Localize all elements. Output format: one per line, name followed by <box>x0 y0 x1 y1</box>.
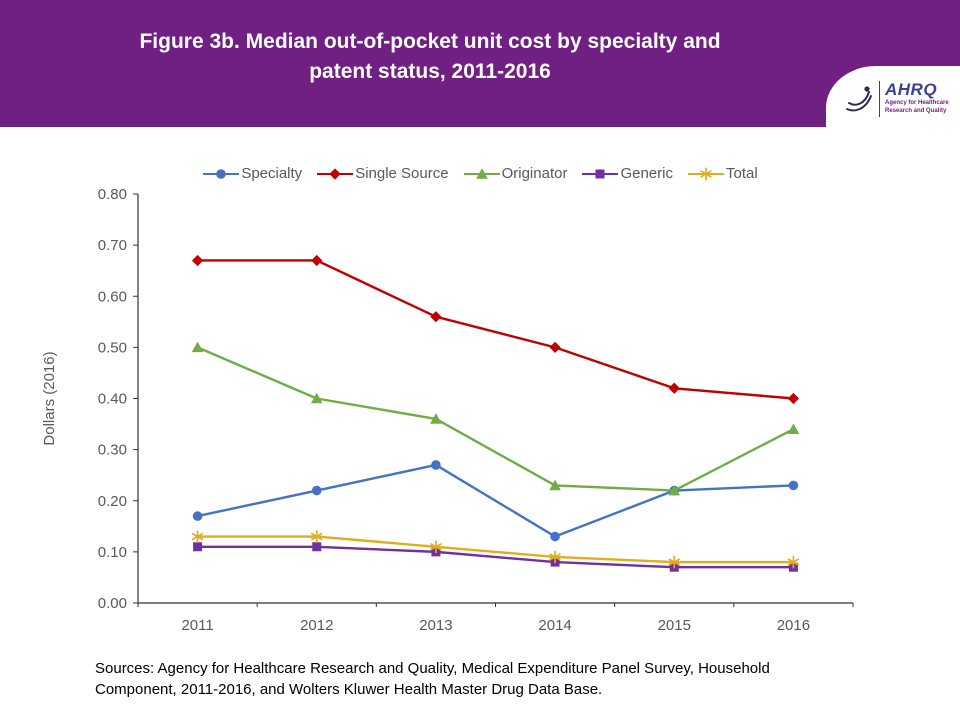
y-tick-label: 0.50 <box>98 339 127 356</box>
ahrq-logo-text: AHRQ Agency for Healthcare Research and … <box>885 81 949 116</box>
y-tick-label: 0.30 <box>98 442 127 459</box>
x-tick-label: 2016 <box>777 617 810 634</box>
x-axis: 2011 2012 2013 2014 2015 2016 <box>181 617 810 634</box>
legend-label: Total <box>725 165 758 182</box>
page-title-line1: Figure 3b. Median out-of-pocket unit cos… <box>139 30 721 53</box>
y-tick-label: 0.20 <box>98 493 127 510</box>
ahrq-logo: AHRQ Agency for Healthcare Research and … <box>826 66 960 127</box>
x-tick-label: 2011 <box>181 617 213 634</box>
legend-marker-square-icon <box>582 169 619 178</box>
chart: Specialty Single Source Originator Generic T… <box>0 165 960 652</box>
plot-area: 0.00 0.10 0.20 0.30 0.40 0.50 0.60 0.70 0.80 2011… <box>28 182 960 652</box>
ahrq-tagline-line2: Research and Quality <box>885 108 947 114</box>
series-single-source <box>191 254 800 405</box>
legend-label: Specialty <box>241 165 303 182</box>
legend-item-specialty: Specialty <box>202 165 302 182</box>
legend-item-single-source: Single Source <box>316 165 449 182</box>
series-originator <box>191 341 800 496</box>
legend-item-generic: Generic <box>581 165 673 182</box>
legend-marker-diamond-icon <box>317 167 354 180</box>
series-total <box>191 530 800 569</box>
legend-label: Originator <box>501 165 568 182</box>
y-tick-label: 0.40 <box>98 391 127 408</box>
line-chart-plot: 0.00 0.10 0.20 0.30 0.40 0.50 0.60 0.70 0.80 2011… <box>41 186 854 634</box>
logo-divider <box>879 80 880 117</box>
y-axis: 0.00 0.10 0.20 0.30 0.40 0.50 0.60 0.70 0.80 <box>98 186 138 612</box>
y-tick-label: 0.00 <box>98 595 127 612</box>
series-generic <box>193 542 798 572</box>
series-specialty <box>192 460 799 542</box>
legend-label: Generic <box>620 165 673 182</box>
x-tick-label: 2014 <box>538 617 571 634</box>
y-axis-title: Dollars (2016) <box>41 351 58 445</box>
x-tick-label: 2013 <box>419 617 452 634</box>
legend-label: Single Source <box>355 165 449 182</box>
y-tick-label: 0.70 <box>98 237 127 254</box>
ahrq-tagline: Agency for Healthcare Research and Quali… <box>885 100 949 116</box>
x-tick-label: 2012 <box>300 617 333 634</box>
hhs-eagle-icon <box>846 85 872 111</box>
source-note-line1: Sources: Agency for Healthcare Research … <box>95 660 770 677</box>
ahrq-tagline-line1: Agency for Healthcare <box>885 100 949 107</box>
source-note: Sources: Agency for Healthcare Research … <box>95 658 900 700</box>
legend-marker-circle-icon <box>203 168 240 179</box>
legend-item-total: Total <box>687 165 758 182</box>
chart-legend: Specialty Single Source Originator Generic T… <box>0 165 960 182</box>
y-tick-label: 0.60 <box>98 288 127 305</box>
x-tick-label: 2015 <box>658 617 691 634</box>
y-tick-label: 0.80 <box>98 186 127 203</box>
legend-marker-asterisk-icon <box>687 167 724 180</box>
legend-marker-triangle-icon <box>463 167 500 179</box>
page-title-line2: patent status, 2011-2016 <box>309 60 551 83</box>
page-title: Figure 3b. Median out-of-pocket unit cos… <box>0 0 960 87</box>
source-note-line2: Component, 2011-2016, and Wolters Kluwer… <box>95 681 603 698</box>
ahrq-wordmark: AHRQ <box>885 80 938 100</box>
legend-item-originator: Originator <box>463 165 568 182</box>
y-tick-label: 0.10 <box>98 544 127 561</box>
header-band: Figure 3b. Median out-of-pocket unit cos… <box>0 0 960 127</box>
